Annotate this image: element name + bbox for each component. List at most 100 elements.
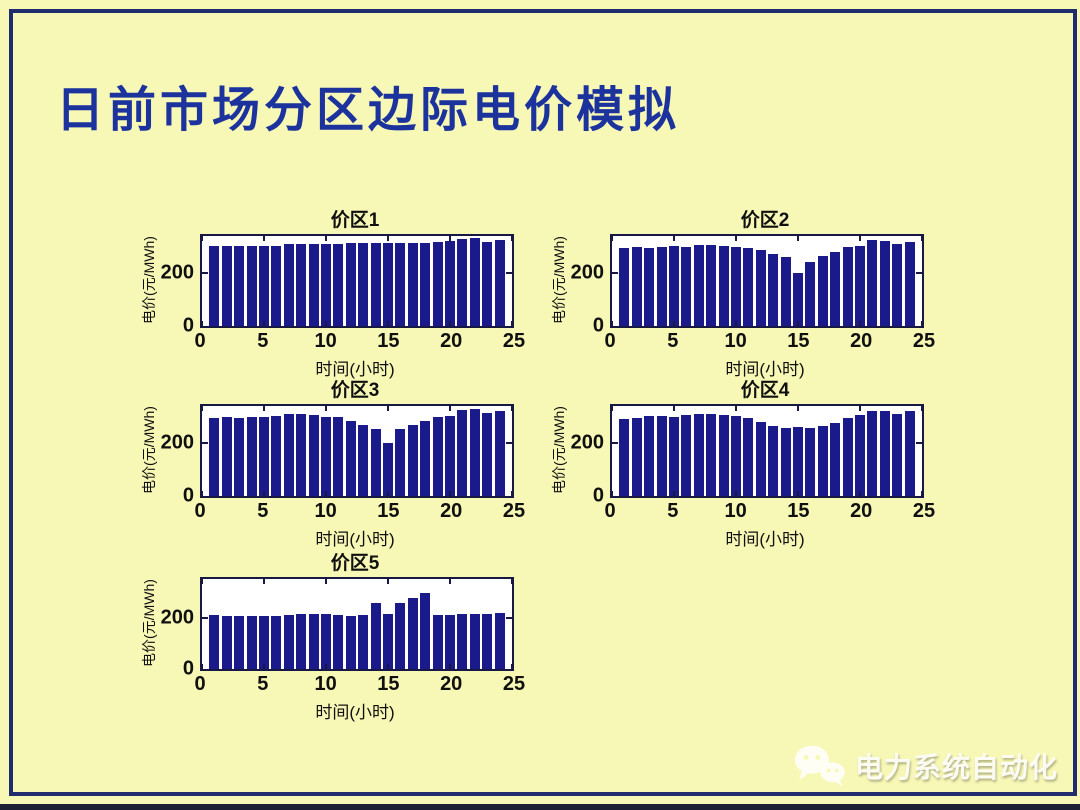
- bar-hour-1: [619, 248, 630, 326]
- x-tick-label: 15: [787, 500, 810, 522]
- bar-hour-24: [494, 239, 505, 326]
- bar-hour-15: [793, 427, 803, 496]
- bar-hour-6: [271, 615, 282, 669]
- x-axis-label: 时间(小时): [725, 530, 805, 549]
- x-tick-mark: [859, 321, 861, 326]
- x-tick-label: 25: [502, 330, 526, 352]
- x-tick-mark: [921, 321, 923, 326]
- x-tick-mark: [263, 406, 265, 411]
- bar-hour-15: [383, 613, 393, 669]
- y-tick-label: 200: [160, 431, 194, 454]
- bar-hour-10: [321, 614, 331, 669]
- bar-hour-4: [246, 416, 257, 496]
- bar-hour-13: [768, 425, 779, 496]
- x-tick-mark: [735, 491, 737, 496]
- y-tick-label: 0: [182, 657, 194, 680]
- y-tick-label: 200: [160, 606, 194, 629]
- x-tick-mark: [735, 236, 737, 241]
- bar-hour-9: [308, 614, 319, 669]
- x-tick-mark: [859, 236, 861, 241]
- bar-hour-15: [383, 242, 393, 326]
- bar-hour-14: [780, 256, 791, 326]
- bar-hour-23: [892, 413, 903, 496]
- x-axis-ticks: 0 5 10 15 20 25: [194, 330, 525, 354]
- x-tick-label: 25: [502, 673, 526, 695]
- bar-hour-11: [743, 417, 754, 496]
- chart-price-zone-5: 价区5 电价(元/MWh) 0 200 0 5 10 15 20 25 时间(小时): [130, 546, 526, 722]
- x-tick-label: 20: [850, 330, 873, 352]
- watermark-text: 电力系统自动化: [855, 752, 1059, 783]
- bar-hour-16: [395, 602, 406, 669]
- bar-hour-18: [420, 592, 431, 669]
- x-tick-mark: [325, 236, 327, 241]
- bar-hour-9: [718, 245, 729, 326]
- chart-price-zone-1: 价区1 电价(元/MWh) 0 200 0 5 10 15 20 25 时间(小时): [130, 203, 526, 379]
- x-tick-mark: [325, 664, 327, 669]
- x-axis-ticks: 0 5 10 15 20 25: [604, 330, 935, 354]
- bar-hour-17: [407, 242, 418, 326]
- y-tick-label: 0: [592, 314, 604, 337]
- bar-hour-21: [867, 239, 878, 326]
- bar-hour-6: [681, 246, 692, 326]
- y-tick-mark: [202, 442, 208, 445]
- bar-hour-22: [469, 613, 480, 669]
- bar-hour-10: [731, 415, 741, 496]
- x-tick-mark: [449, 664, 451, 669]
- bar-hour-5: [259, 416, 269, 496]
- bar-hour-9: [718, 414, 729, 496]
- bar-hour-19: [432, 615, 443, 669]
- bar-hour-2: [221, 417, 232, 496]
- x-tick-mark: [449, 491, 451, 496]
- slide-bottom-shadow: [0, 804, 1080, 810]
- x-tick-mark: [263, 321, 265, 326]
- y-axis-ticks: 0 200: [146, 236, 194, 337]
- bar-hour-15: [793, 273, 803, 326]
- x-tick-mark: [201, 321, 203, 326]
- x-tick-mark: [797, 236, 799, 241]
- bar-hour-2: [631, 417, 642, 496]
- bar-hour-22: [879, 410, 890, 496]
- x-tick-mark: [921, 491, 923, 496]
- bar-hour-9: [308, 243, 319, 326]
- x-tick-label: 15: [377, 673, 400, 695]
- x-axis-ticks: 0 5 10 15 20 25: [194, 500, 525, 524]
- x-tick-mark: [449, 579, 451, 584]
- bar-hour-8: [296, 614, 307, 669]
- bar-hour-1: [209, 417, 220, 496]
- chart-title: 价区1: [330, 210, 380, 231]
- x-axis-ticks: 0 5 10 15 20 25: [194, 673, 525, 697]
- bar-hour-3: [644, 247, 655, 326]
- x-axis-ticks: 0 5 10 15 20 25: [604, 500, 935, 524]
- x-tick-mark: [511, 491, 513, 496]
- bar-hour-11: [333, 243, 344, 326]
- y-tick-mark: [506, 442, 512, 445]
- x-tick-label: 20: [850, 500, 873, 522]
- x-axis-label: 时间(小时): [315, 703, 395, 722]
- x-tick-mark: [201, 491, 203, 496]
- bar-hour-21: [457, 238, 468, 326]
- x-tick-mark: [387, 491, 389, 496]
- x-tick-mark: [797, 321, 799, 326]
- bar-hour-2: [631, 247, 642, 326]
- bar-hour-7: [283, 243, 294, 326]
- x-tick-label: 5: [257, 500, 269, 522]
- bar-hour-1: [209, 614, 220, 669]
- x-tick-label: 0: [194, 330, 206, 352]
- bar-hour-16: [805, 427, 816, 496]
- bar-hour-20: [855, 245, 865, 326]
- x-tick-mark: [201, 579, 203, 584]
- x-tick-label: 10: [724, 330, 747, 352]
- bar-hour-21: [457, 614, 468, 669]
- x-tick-mark: [387, 236, 389, 241]
- y-tick-mark: [506, 616, 512, 619]
- x-tick-mark: [201, 236, 203, 241]
- x-tick-mark: [387, 406, 389, 411]
- bar-hour-6: [271, 415, 282, 496]
- y-tick-mark: [506, 272, 512, 275]
- plot-area: [610, 404, 924, 498]
- plot-area: [200, 577, 514, 671]
- x-tick-mark: [325, 491, 327, 496]
- bar-hour-19: [842, 247, 853, 326]
- bar-hour-8: [296, 243, 307, 326]
- x-tick-mark: [263, 579, 265, 584]
